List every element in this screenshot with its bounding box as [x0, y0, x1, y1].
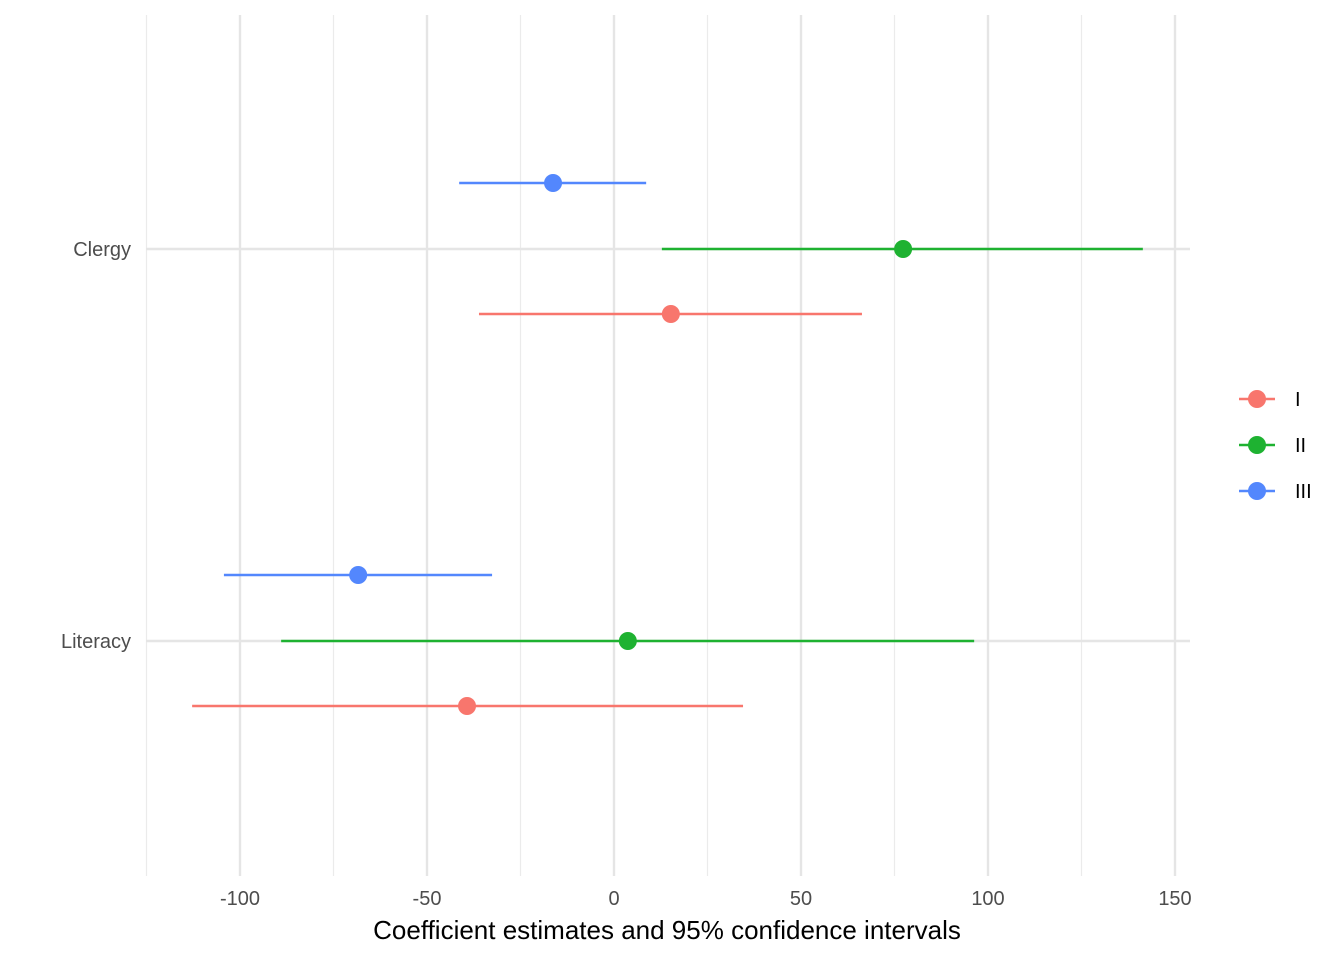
- y-tick-label: Clergy: [73, 239, 131, 261]
- grid-minor: [145, 15, 1083, 876]
- y-tick-label: Literacy: [61, 631, 131, 653]
- legend-label: III: [1295, 481, 1312, 503]
- chart-marks: [192, 174, 1143, 715]
- legend-item: II: [1239, 435, 1306, 457]
- x-tick-label: -100: [220, 888, 260, 910]
- x-tick-label: 0: [608, 888, 619, 910]
- legend-label: II: [1295, 435, 1306, 457]
- point-estimate: [618, 632, 637, 650]
- grid-major: [146, 15, 1190, 876]
- x-tick-label: 150: [1158, 888, 1191, 910]
- legend-item: I: [1239, 389, 1301, 411]
- x-tick-label: -50: [413, 888, 442, 910]
- point-estimate: [458, 697, 477, 715]
- x-tick-label: 100: [971, 888, 1004, 910]
- point-estimate: [661, 305, 680, 323]
- legend-point-icon: [1248, 482, 1266, 500]
- point-estimate: [894, 240, 913, 258]
- legend-point-icon: [1248, 436, 1266, 454]
- legend-point-icon: [1248, 390, 1266, 408]
- point-estimate: [544, 174, 563, 192]
- x-tick-label: 50: [790, 888, 812, 910]
- point-estimate: [349, 566, 368, 584]
- x-axis-labels: -100 -50 0 50 100 150: [220, 888, 1192, 910]
- x-axis-title: Coefficient estimates and 95% confidence…: [373, 915, 961, 945]
- legend-label: I: [1295, 389, 1301, 411]
- legend-item: III: [1239, 481, 1312, 503]
- y-axis-labels: Clergy Literacy: [61, 239, 131, 653]
